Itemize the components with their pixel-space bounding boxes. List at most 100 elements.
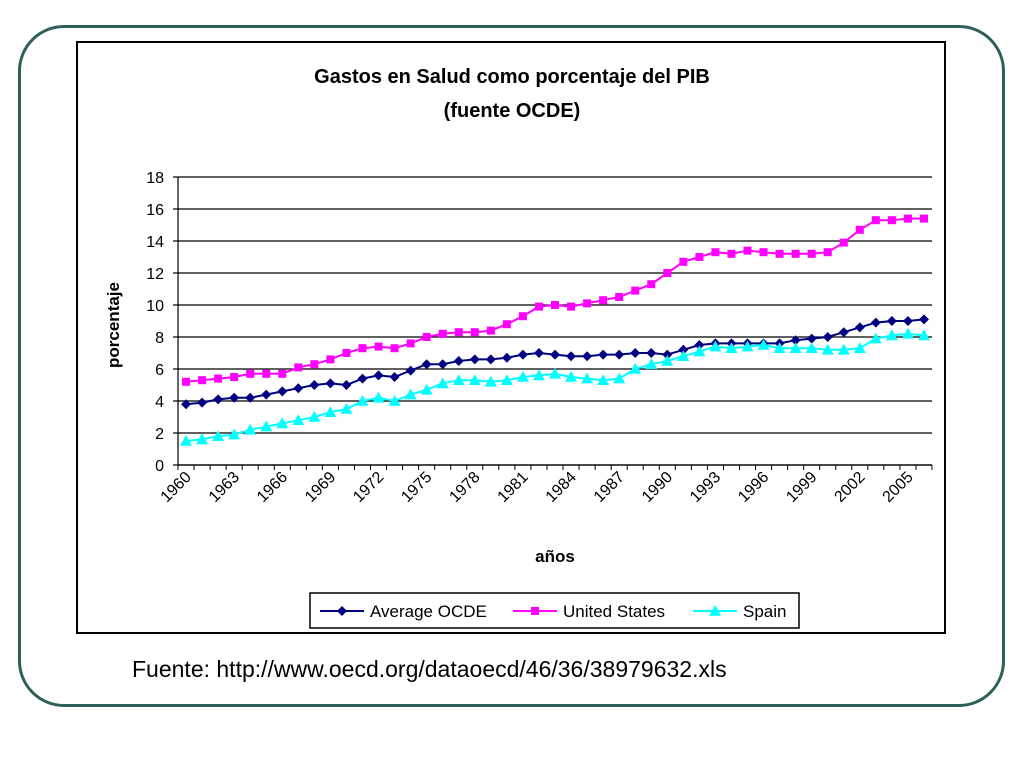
data-point-united-states: [647, 280, 656, 289]
x-tick-label: 2005: [880, 469, 917, 506]
data-point-united-states: [502, 320, 511, 329]
data-point-spain: [212, 430, 225, 441]
x-tick-label: 1975: [398, 469, 435, 506]
data-point-average-ocde: [694, 340, 705, 350]
data-point-spain: [356, 395, 369, 406]
x-tick-label: 1999: [783, 469, 820, 506]
legend-item-average-ocde: Average OCDE: [320, 602, 487, 621]
data-point-united-states: [294, 363, 303, 372]
data-point-united-states: [759, 248, 768, 257]
data-point-average-ocde: [662, 349, 673, 360]
data-point-united-states: [663, 269, 672, 277]
data-point-spain: [484, 375, 497, 387]
data-point-spain: [581, 372, 594, 384]
data-point-united-states: [246, 369, 255, 378]
data-point-spain: [532, 369, 545, 381]
data-point-average-ocde: [838, 327, 849, 338]
data-point-average-ocde: [854, 322, 865, 333]
legend: Average OCDE United States Spain: [309, 592, 800, 629]
x-tick-label: 1963: [206, 469, 243, 506]
y-tick-label: 16: [146, 202, 164, 219]
y-tick-label: 8: [155, 330, 164, 347]
data-point-united-states: [406, 339, 415, 348]
data-point-average-ocde: [790, 335, 801, 346]
data-point-united-states: [551, 301, 559, 309]
data-point-united-states: [422, 333, 431, 341]
data-point-united-states: [727, 249, 736, 258]
data-point-average-ocde: [582, 351, 593, 362]
data-point-spain: [853, 342, 866, 353]
data-point-spain: [837, 343, 850, 355]
data-point-united-states: [903, 214, 912, 223]
x-tick-label: 1969: [302, 469, 339, 506]
data-point-spain: [549, 367, 561, 379]
data-point-average-ocde: [357, 373, 368, 384]
data-point-united-states: [310, 360, 319, 369]
data-point-spain: [308, 411, 321, 422]
data-point-spain: [276, 417, 289, 429]
data-point-united-states: [262, 369, 271, 378]
x-tick-label: 1984: [543, 469, 580, 506]
data-point-average-ocde: [678, 344, 689, 355]
data-point-united-states: [358, 344, 367, 353]
data-point-average-ocde: [533, 348, 544, 358]
data-point-united-states: [518, 312, 527, 321]
data-point-average-ocde: [229, 392, 240, 403]
data-point-average-ocde: [646, 348, 657, 358]
data-point-united-states: [567, 302, 576, 311]
data-point-spain: [661, 355, 674, 366]
data-point-spain: [821, 343, 834, 355]
data-point-average-ocde: [197, 397, 208, 408]
data-point-united-states: [198, 376, 207, 385]
data-point-spain: [452, 374, 465, 385]
y-tick-label: 10: [146, 298, 164, 315]
data-point-average-ocde: [886, 316, 897, 326]
data-point-spain: [725, 342, 738, 353]
data-point-average-ocde: [453, 356, 464, 366]
data-point-united-states: [871, 216, 880, 225]
legend-item-spain: Spain: [693, 602, 786, 621]
data-point-average-ocde: [421, 359, 432, 370]
data-point-united-states: [807, 249, 816, 258]
data-point-spain: [436, 377, 449, 389]
data-point-spain: [741, 340, 754, 352]
chart-subtitle: (fuente OCDE): [444, 100, 581, 122]
data-point-average-ocde: [437, 359, 448, 370]
data-point-united-states: [470, 328, 479, 337]
data-point-spain: [645, 358, 658, 369]
legend-item-united-states: United States: [513, 602, 665, 621]
data-point-spain: [789, 342, 802, 353]
data-point-average-ocde: [309, 380, 320, 390]
chart-area: Gastos en Salud como porcentaje del PIB …: [76, 41, 946, 634]
data-point-united-states: [919, 214, 928, 223]
data-point-average-ocde: [389, 372, 400, 382]
data-point-spain: [565, 371, 578, 382]
y-tick-label: 4: [155, 394, 164, 411]
data-point-average-ocde: [806, 333, 817, 344]
data-point-spain: [773, 342, 786, 353]
data-point-average-ocde: [902, 316, 913, 326]
data-point-spain: [917, 329, 930, 341]
chart-title: Gastos en Salud como porcentaje del PIB: [314, 66, 710, 88]
data-point-spain: [228, 428, 241, 440]
data-point-united-states: [679, 257, 688, 266]
data-point-united-states: [743, 246, 752, 255]
series-united-states: [182, 214, 928, 386]
data-point-united-states: [615, 293, 624, 301]
data-point-united-states: [839, 238, 848, 247]
y-axis-label: porcentaje: [104, 282, 123, 368]
data-point-average-ocde: [485, 354, 496, 365]
data-point-united-states: [486, 326, 495, 335]
data-point-united-states: [278, 369, 287, 378]
data-point-average-ocde: [822, 332, 833, 342]
legend-label-average-ocde: Average OCDE: [370, 602, 487, 621]
x-tick-label: 2002: [831, 469, 868, 506]
x-tick-label: 1981: [495, 469, 532, 506]
y-tick-label: 0: [155, 458, 164, 475]
data-point-united-states: [711, 248, 720, 257]
data-point-average-ocde: [614, 349, 625, 360]
y-tick-label: 14: [146, 234, 164, 251]
data-point-united-states: [374, 342, 383, 351]
data-point-spain: [597, 374, 610, 385]
